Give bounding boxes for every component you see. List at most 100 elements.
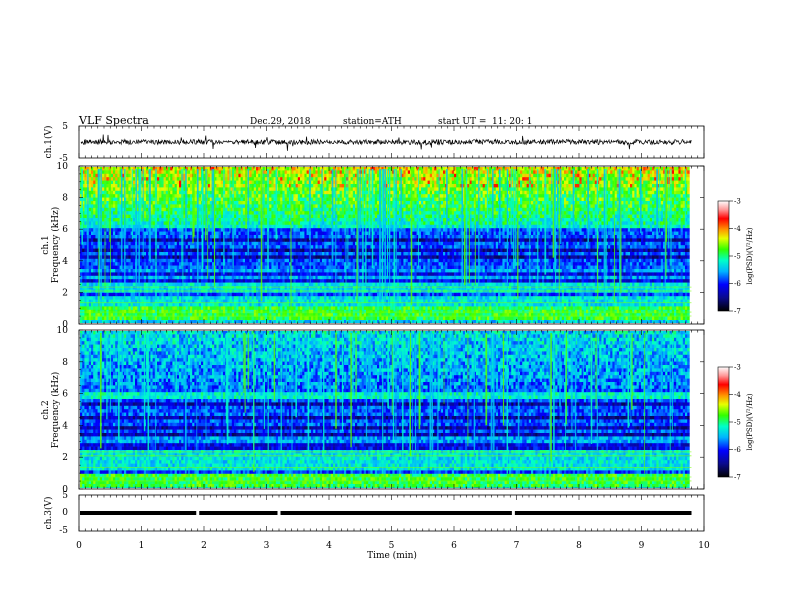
spectrogram-cell	[414, 197, 417, 202]
spectrogram-cell	[636, 194, 640, 198]
spectrogram-cell	[614, 207, 618, 212]
spectrogram-cell	[115, 204, 118, 209]
spectrogram-cell	[150, 190, 153, 195]
spectrogram-cell	[198, 201, 202, 205]
spectrogram-cell	[667, 167, 670, 171]
ch1-spectrogram-image	[80, 167, 692, 323]
spectrogram-cell	[102, 187, 105, 192]
spectrogram-cell	[256, 218, 259, 222]
spectrogram-cell	[564, 214, 567, 219]
spectrogram-cell	[146, 180, 149, 185]
spectrogram-cell	[238, 224, 241, 229]
spectrogram-cell	[280, 218, 283, 222]
spectrogram-cell	[102, 167, 105, 171]
spectrogram-cell	[399, 190, 402, 195]
spectrogram-cell	[284, 180, 288, 185]
spectrogram-cell	[326, 201, 329, 205]
spectrogram-cell	[341, 197, 345, 202]
spectrogram-cell	[614, 221, 618, 226]
spectrogram-cell	[227, 190, 230, 195]
spectrogram-cell	[581, 197, 585, 202]
spectrogram-cell	[339, 207, 343, 212]
spectrogram-cell	[663, 190, 666, 195]
spectrogram-cell	[313, 204, 316, 209]
spectrogram-cell	[423, 221, 426, 226]
spectrogram-cell	[399, 207, 402, 212]
spectrogram-cell	[643, 173, 646, 178]
spectrogram-cell	[568, 187, 571, 192]
spectrogram-cell	[300, 177, 303, 181]
spectrogram-cell	[335, 214, 338, 219]
spectrogram-cell	[306, 180, 310, 185]
spectrogram-cell	[174, 207, 178, 212]
spectrogram-cell	[262, 170, 266, 175]
spectrogram-cell	[601, 221, 604, 226]
spectrogram-cell	[425, 167, 428, 171]
spectrogram-cell	[476, 204, 479, 209]
spectrogram-cell	[623, 201, 626, 205]
spectrogram-cell	[203, 207, 206, 212]
spectrogram-cell	[317, 207, 321, 212]
spectrogram-cell	[557, 184, 560, 188]
spectrogram-cell	[335, 218, 338, 222]
spectrogram-cell	[159, 224, 162, 229]
spectrogram-cell	[454, 180, 457, 185]
spectrogram-cell	[621, 204, 624, 209]
spectrogram-cell	[634, 184, 637, 188]
spectrogram-cell	[597, 187, 600, 192]
spectrogram-cell	[150, 177, 153, 181]
spectrogram-cell	[412, 173, 415, 178]
spectrogram-cell	[577, 214, 580, 219]
spectrogram-cell	[324, 204, 327, 209]
spectrogram-cell	[110, 218, 114, 222]
spectrogram-cell	[418, 177, 422, 181]
ch1-ytick-top: 5	[62, 122, 68, 132]
spectrogram-cell	[680, 173, 684, 178]
spectrogram-cell	[682, 184, 686, 188]
spectrogram-cell	[128, 204, 131, 209]
spectrogram-cell	[258, 214, 261, 219]
spectrogram-cell	[522, 167, 525, 171]
spectrogram-cell	[366, 190, 369, 195]
spectrogram-cell	[520, 214, 523, 219]
spectrogram-cell	[143, 173, 147, 178]
spectrogram-cell	[630, 187, 633, 192]
spectrogram-cell	[132, 184, 136, 188]
spectrogram-cell	[374, 218, 378, 222]
spectrogram-cell	[176, 173, 180, 178]
spectrogram-cell	[614, 211, 618, 215]
spectrogram-cell	[348, 173, 351, 178]
spectrogram-cell	[348, 197, 351, 202]
spectrogram-cell	[493, 201, 497, 205]
spectrogram-cell	[421, 170, 424, 175]
spectrogram-cell	[168, 211, 171, 215]
spectrogram-cell	[509, 221, 512, 226]
spectrogram-cell	[652, 194, 655, 198]
spectrogram-cell	[88, 184, 92, 188]
spectrogram-cell	[146, 184, 149, 188]
spectrogram-cell	[335, 211, 338, 215]
spectrogram-cell	[654, 218, 657, 222]
spectrogram-cell	[216, 221, 219, 226]
spectrogram-cell	[429, 211, 433, 215]
spectrogram-cell	[291, 214, 294, 219]
spectrogram-cell	[220, 197, 224, 202]
spectrogram-cell	[625, 177, 629, 181]
spectrogram-cell	[682, 211, 686, 215]
spectrogram-cell	[302, 167, 305, 171]
spectrogram-cell	[273, 170, 277, 175]
spectrogram-cell	[150, 167, 153, 171]
spectrogram-cell	[641, 221, 644, 226]
spectrogram-cell	[685, 201, 688, 205]
spectrogram-cell	[324, 184, 327, 188]
spectrogram-cell	[93, 167, 96, 171]
spectrogram-cell	[326, 190, 329, 195]
spectrogram-cell	[427, 218, 431, 222]
spectrogram-cell	[84, 167, 87, 171]
spectrogram-cell	[546, 184, 549, 188]
spectrogram-cell	[355, 204, 358, 209]
spectrogram-cell	[271, 180, 274, 185]
spectrogram-cell	[326, 197, 329, 202]
spectrogram-cell	[511, 211, 514, 215]
spectrogram-cell	[256, 190, 259, 195]
